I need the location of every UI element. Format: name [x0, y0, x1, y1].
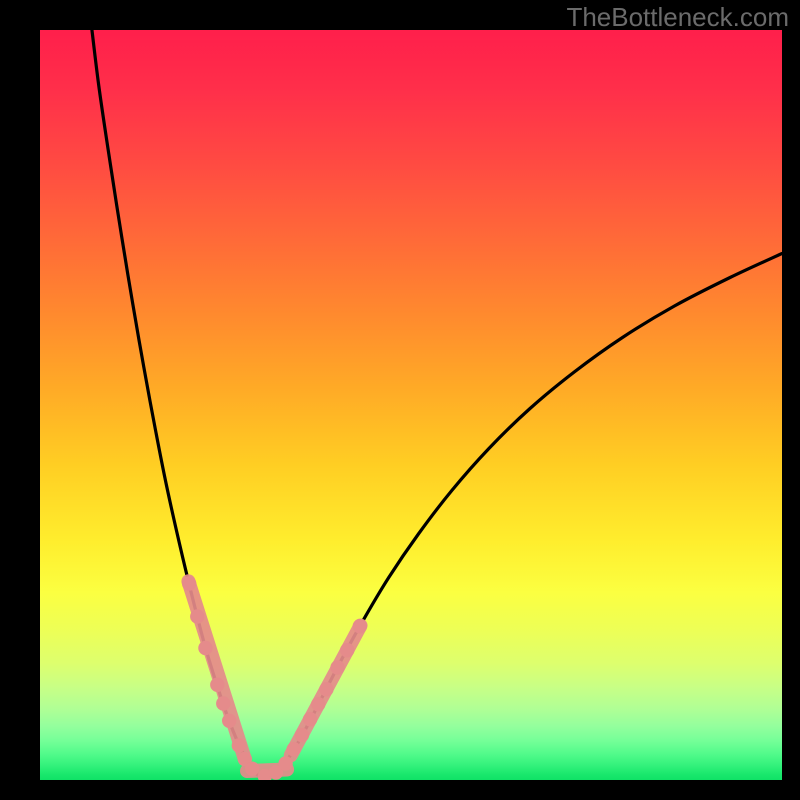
marker-dot — [340, 643, 354, 657]
marker-dot — [278, 756, 292, 770]
chart-svg — [40, 30, 782, 780]
marker-segment — [188, 581, 244, 759]
marker-dot — [295, 728, 309, 742]
watermark-text: TheBottleneck.com — [566, 2, 789, 33]
marker-dot — [210, 678, 224, 692]
marker-dot — [198, 641, 212, 655]
marker-dot — [330, 660, 344, 674]
marker-dot — [190, 609, 204, 623]
marker-dot — [319, 682, 333, 696]
marker-dot — [216, 696, 230, 710]
marker-dot — [232, 738, 246, 752]
bottleneck-curve — [92, 30, 782, 778]
plot-area — [40, 30, 782, 780]
marker-dot — [182, 576, 196, 590]
marker-dot — [311, 697, 325, 711]
marker-dot — [353, 619, 367, 633]
chart-stage: TheBottleneck.com — [0, 0, 800, 800]
marker-dot — [303, 712, 317, 726]
marker-dot — [287, 742, 301, 756]
marker-dot — [245, 762, 259, 776]
marker-dot — [222, 714, 236, 728]
